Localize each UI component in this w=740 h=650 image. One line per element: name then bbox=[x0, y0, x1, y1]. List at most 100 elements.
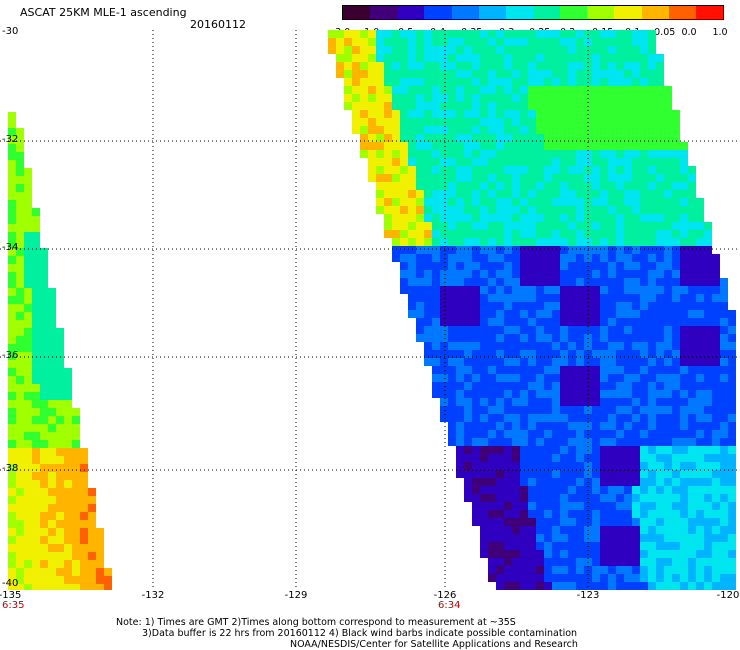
swath-cell bbox=[496, 582, 504, 590]
swath-cell bbox=[48, 472, 56, 480]
swath-cell bbox=[24, 504, 32, 512]
swath-cell bbox=[648, 134, 656, 142]
swath-cell bbox=[392, 38, 400, 46]
swath-cell bbox=[640, 454, 648, 462]
left-swath bbox=[8, 112, 112, 590]
swath-cell bbox=[520, 46, 528, 54]
swath-cell bbox=[536, 174, 544, 182]
swath-cell bbox=[544, 278, 552, 286]
swath-cell bbox=[536, 110, 544, 118]
swath-cell bbox=[512, 342, 520, 350]
swath-cell bbox=[400, 126, 408, 134]
swath-cell bbox=[488, 502, 496, 510]
swath-cell bbox=[32, 496, 40, 504]
swath-cell bbox=[496, 350, 504, 358]
swath-cell bbox=[672, 110, 680, 118]
swath-cell bbox=[512, 190, 520, 198]
swath-cell bbox=[624, 110, 632, 118]
swath-cell bbox=[624, 214, 632, 222]
swath-cell bbox=[480, 342, 488, 350]
swath-cell bbox=[600, 118, 608, 126]
swath-cell bbox=[680, 166, 688, 174]
swath-cell bbox=[40, 352, 48, 360]
swath-cell bbox=[640, 406, 648, 414]
swath-cell bbox=[512, 46, 520, 54]
swath-cell bbox=[640, 254, 648, 262]
swath-cell bbox=[648, 166, 656, 174]
swath-cell bbox=[576, 86, 584, 94]
swath-cell bbox=[696, 558, 704, 566]
swath-cell bbox=[608, 334, 616, 342]
swath-cell bbox=[392, 166, 400, 174]
swath-cell bbox=[536, 462, 544, 470]
swath-cell bbox=[496, 502, 504, 510]
swath-cell bbox=[496, 102, 504, 110]
swath-cell bbox=[552, 150, 560, 158]
swath-cell bbox=[448, 238, 456, 246]
swath-cell bbox=[632, 198, 640, 206]
swath-cell bbox=[384, 222, 392, 230]
swath-cell bbox=[600, 374, 608, 382]
swath-cell bbox=[576, 398, 584, 406]
swath-cell bbox=[632, 222, 640, 230]
swath-cell bbox=[600, 62, 608, 70]
swath-cell bbox=[640, 326, 648, 334]
swath-cell bbox=[400, 54, 408, 62]
swath-cell bbox=[552, 518, 560, 526]
swath-cell bbox=[40, 304, 48, 312]
swath-cell bbox=[48, 312, 56, 320]
swath-cell bbox=[552, 478, 560, 486]
swath-cell bbox=[712, 342, 720, 350]
swath-cell bbox=[48, 496, 56, 504]
swath-cell bbox=[480, 222, 488, 230]
swath-cell bbox=[608, 454, 616, 462]
swath-cell bbox=[568, 190, 576, 198]
swath-cell bbox=[24, 472, 32, 480]
swath-cell bbox=[672, 326, 680, 334]
swath-cell bbox=[496, 238, 504, 246]
swath-cell bbox=[520, 534, 528, 542]
swath-cell bbox=[24, 544, 32, 552]
swath-cell bbox=[664, 142, 672, 150]
swath-cell bbox=[392, 158, 400, 166]
swath-cell bbox=[56, 456, 64, 464]
latitude-label: -40 bbox=[2, 578, 19, 589]
swath-cell bbox=[80, 528, 88, 536]
swath-cell bbox=[696, 502, 704, 510]
swath-cell bbox=[376, 158, 384, 166]
swath-cell bbox=[432, 110, 440, 118]
swath-cell bbox=[656, 414, 664, 422]
swath-cell bbox=[72, 432, 80, 440]
swath-cell bbox=[48, 560, 56, 568]
swath-cell bbox=[624, 542, 632, 550]
swath-cell bbox=[560, 158, 568, 166]
swath-cell bbox=[624, 230, 632, 238]
swath-cell bbox=[600, 350, 608, 358]
swath-cell bbox=[344, 54, 352, 62]
swath-cell bbox=[464, 38, 472, 46]
swath-cell bbox=[440, 278, 448, 286]
swath-cell bbox=[16, 568, 24, 576]
swath-cell bbox=[408, 310, 416, 318]
swath-cell bbox=[440, 62, 448, 70]
swath-cell bbox=[592, 38, 600, 46]
swath-cell bbox=[32, 336, 40, 344]
swath-cell bbox=[64, 528, 72, 536]
swath-cell bbox=[40, 504, 48, 512]
swath-cell bbox=[544, 198, 552, 206]
swath-cell bbox=[600, 150, 608, 158]
swath-cell bbox=[32, 232, 40, 240]
swath-cell bbox=[616, 334, 624, 342]
swath-cell bbox=[568, 390, 576, 398]
swath-cell bbox=[8, 336, 16, 344]
swath-cell bbox=[648, 222, 656, 230]
swath-cell bbox=[16, 272, 24, 280]
swath-cell bbox=[632, 158, 640, 166]
swath-cell bbox=[480, 286, 488, 294]
swath-cell bbox=[624, 182, 632, 190]
swath-cell bbox=[344, 70, 352, 78]
swath-cell bbox=[592, 46, 600, 54]
swath-cell bbox=[592, 102, 600, 110]
swath-cell bbox=[456, 182, 464, 190]
swath-cell bbox=[520, 582, 528, 590]
